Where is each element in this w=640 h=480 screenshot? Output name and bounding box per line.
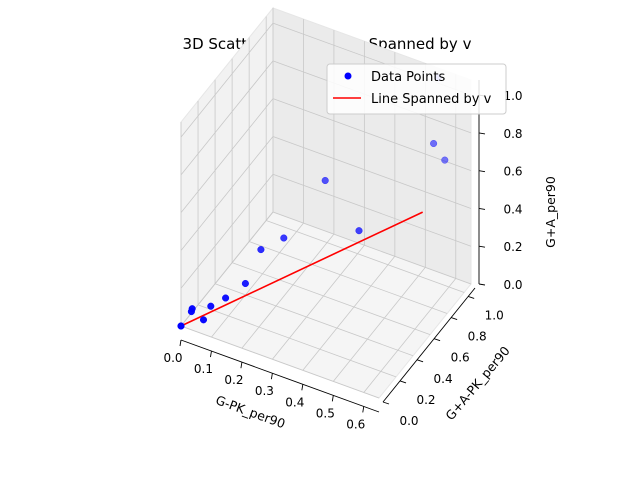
y-tick-label: 1.0 <box>485 308 504 322</box>
gridline-x-floor <box>302 256 396 371</box>
gridline-y-floor <box>197 304 397 378</box>
z-tick <box>478 245 486 248</box>
gridline-y-floor <box>231 262 431 336</box>
data-point <box>257 246 265 254</box>
y-tick <box>399 380 407 384</box>
x-axis-label: G-PK_per90 <box>214 392 288 431</box>
y-tick-label: 0.2 <box>416 393 435 407</box>
data-point <box>321 176 329 185</box>
x-tick <box>240 362 243 369</box>
gridline-x-floor <box>241 233 335 349</box>
z-tick-label: 1.0 <box>503 89 522 103</box>
data-point <box>430 139 438 148</box>
data-point <box>199 316 208 324</box>
z-axis-label: G+A_per90 <box>543 176 558 248</box>
legend: Data Points Line Spanned by v <box>326 63 507 115</box>
y-tick-label: 0.6 <box>451 351 470 365</box>
gridline-z-left <box>180 173 274 289</box>
data-point <box>222 294 230 302</box>
data-point <box>177 322 185 330</box>
gridline-y-floor <box>180 325 380 399</box>
gridline-z-left <box>180 22 274 138</box>
legend-box <box>326 63 507 115</box>
y-tick <box>433 338 441 342</box>
x-tick-label: 0.4 <box>285 395 304 409</box>
y-tick <box>451 317 458 320</box>
data-point <box>188 305 196 313</box>
z-tick <box>478 132 486 135</box>
x-tick <box>301 384 304 391</box>
z-tick-label: 0.6 <box>503 165 522 179</box>
gridline-y-floor <box>249 241 448 314</box>
legend-marker-data-points <box>344 72 352 80</box>
gridline-z-back <box>272 98 472 172</box>
z-tick-label: 0.0 <box>503 278 522 292</box>
data-point <box>241 279 249 288</box>
gridline-x-floor <box>332 267 426 382</box>
z-tick-label: 0.2 <box>503 240 522 254</box>
z-tick <box>478 170 486 173</box>
y-tick-label: 0.4 <box>434 372 453 386</box>
gridline-z-left <box>180 211 274 327</box>
data-point <box>355 227 363 235</box>
gridline-x-floor <box>363 278 457 393</box>
gridline-y-floor <box>266 220 465 293</box>
x-tick-label: 0.2 <box>224 373 243 387</box>
y-tick <box>382 401 390 405</box>
gridline-z-left <box>180 60 274 176</box>
x-tick <box>362 406 365 413</box>
x-axis-line <box>180 339 380 413</box>
line-spanned-by-v <box>180 211 424 327</box>
x-tick-label: 0.3 <box>255 384 274 398</box>
gridline-z-back <box>272 136 472 209</box>
legend-label-line: Line Spanned by v <box>371 92 492 107</box>
x-tick <box>210 351 212 358</box>
gridline-z-left <box>180 98 274 213</box>
gridline-y-floor <box>214 283 414 357</box>
z-tick-label: 0.4 <box>503 202 522 216</box>
y-axis-line <box>382 287 476 403</box>
gridline-x-floor <box>211 222 304 338</box>
x-tick-label: 0.0 <box>163 351 182 365</box>
legend-label-data-points: Data Points <box>371 70 445 85</box>
data-point <box>441 156 449 164</box>
x-tick-label: 0.1 <box>194 362 213 376</box>
gridline-z-back <box>272 211 472 285</box>
y-tick <box>468 296 475 299</box>
data-point <box>207 302 215 310</box>
z-tick <box>478 283 486 286</box>
y-tick-label: 0.0 <box>399 414 418 428</box>
data-point <box>280 234 288 242</box>
z-tick <box>478 208 486 210</box>
x-tick-label: 0.6 <box>346 417 365 431</box>
y-tick-label: 0.8 <box>468 330 487 344</box>
gridline-z-back <box>272 173 472 247</box>
y-tick <box>416 359 424 363</box>
x-tick <box>179 339 182 347</box>
gridline-z-left <box>180 136 274 251</box>
x-tick-label: 0.5 <box>316 406 335 420</box>
x-tick <box>270 373 273 380</box>
z-tick-label: 0.8 <box>503 127 522 141</box>
gridline-x-floor <box>272 244 365 360</box>
x-tick <box>331 395 334 402</box>
